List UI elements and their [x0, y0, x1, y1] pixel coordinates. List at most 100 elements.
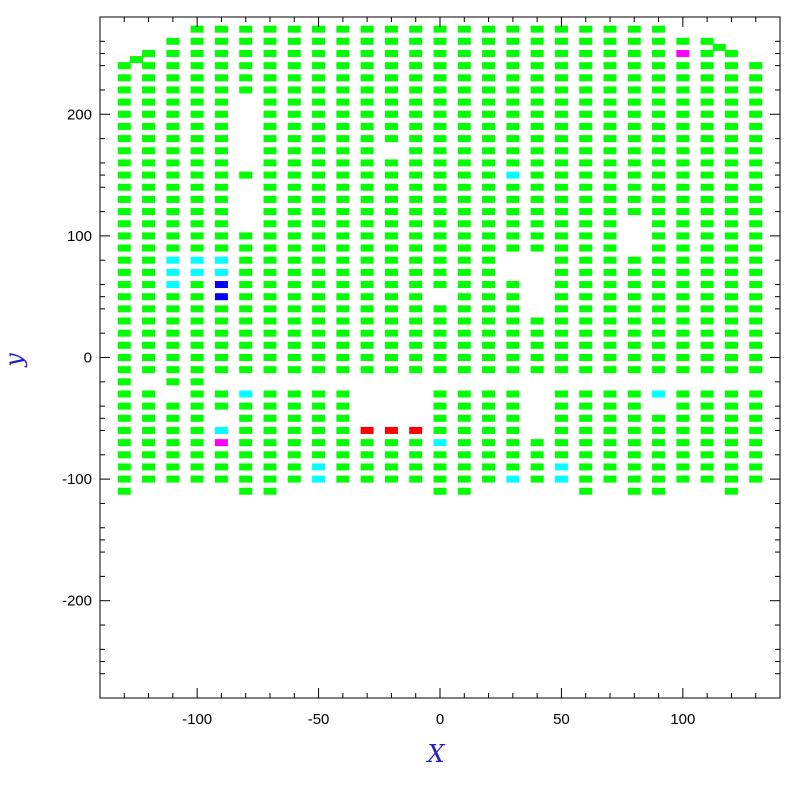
data-point-green [142, 439, 156, 447]
data-point-green [652, 414, 666, 422]
data-point-green [190, 147, 204, 155]
data-point-green [117, 74, 131, 82]
data-point-green [554, 293, 568, 301]
data-point-green [627, 256, 641, 264]
data-point-green [409, 183, 423, 191]
data-point-magenta [214, 439, 228, 447]
data-point-green [214, 159, 228, 167]
data-point-green [749, 62, 763, 70]
data-point-green [482, 341, 496, 349]
data-point-green [530, 110, 544, 118]
data-point-green [312, 171, 326, 179]
data-point-green [384, 232, 398, 240]
data-point-green [506, 208, 520, 216]
data-point-green [263, 390, 277, 398]
data-point-green [724, 463, 738, 471]
data-point-green [214, 329, 228, 337]
data-point-green [603, 268, 617, 276]
data-point-green [506, 354, 520, 361]
data-point-green [433, 268, 447, 276]
data-point-green [457, 220, 471, 228]
data-point-green [287, 402, 301, 410]
data-point-green [190, 378, 204, 386]
data-point-green [239, 354, 253, 361]
data-point-green [554, 122, 568, 130]
data-point-green [142, 390, 156, 398]
data-point-green [142, 159, 156, 167]
data-point-green [433, 98, 447, 106]
data-point-green [239, 463, 253, 471]
data-point-green [724, 183, 738, 191]
data-point-green [676, 463, 690, 471]
data-point-green [142, 463, 156, 471]
data-point-green [652, 147, 666, 155]
data-point-green [700, 354, 714, 361]
data-point-green [287, 475, 301, 483]
data-point-green [433, 195, 447, 203]
data-point-green [214, 147, 228, 155]
data-point-green [554, 208, 568, 216]
data-point-green [384, 341, 398, 349]
data-point-green [117, 62, 131, 70]
data-point-green [409, 439, 423, 447]
data-point-green [117, 86, 131, 94]
data-point-green [190, 305, 204, 313]
data-point-green [190, 341, 204, 349]
data-point-green [287, 317, 301, 325]
data-point-green [482, 135, 496, 143]
data-point-green [142, 122, 156, 130]
data-point-green [749, 451, 763, 459]
data-point-green [263, 439, 277, 447]
data-point-green [384, 183, 398, 191]
data-point-green [700, 122, 714, 130]
data-point-green [239, 37, 253, 45]
data-point-green [409, 98, 423, 106]
data-point-green [700, 74, 714, 82]
data-point-green [312, 354, 326, 361]
data-point-green [579, 281, 593, 289]
data-point-green [360, 281, 374, 289]
data-point-green [579, 86, 593, 94]
data-point-green [409, 366, 423, 374]
data-point-green [409, 110, 423, 118]
data-point-green [263, 305, 277, 313]
data-point-green [724, 341, 738, 349]
data-point-green [579, 463, 593, 471]
data-point-green [142, 281, 156, 289]
data-point-green [676, 402, 690, 410]
data-point-green [506, 341, 520, 349]
data-point-green [214, 171, 228, 179]
data-point-green [263, 135, 277, 143]
data-point-green [312, 62, 326, 70]
data-point-green [724, 366, 738, 374]
data-point-green [166, 232, 180, 240]
data-point-green [263, 49, 277, 57]
data-point-green [457, 341, 471, 349]
data-point-green [530, 86, 544, 94]
data-point-green [482, 293, 496, 301]
data-point-green [360, 98, 374, 106]
data-point-green [117, 354, 131, 361]
data-point-green [117, 147, 131, 155]
data-point-green [360, 74, 374, 82]
data-point-green [433, 256, 447, 264]
data-point-green [117, 463, 131, 471]
data-point-green [652, 354, 666, 361]
data-point-green [530, 220, 544, 228]
data-point-green [214, 305, 228, 313]
data-point-green [190, 317, 204, 325]
data-point-green [360, 305, 374, 313]
data-point-green [263, 220, 277, 228]
data-point-green [724, 329, 738, 337]
data-point-green [724, 354, 738, 361]
data-point-green [360, 329, 374, 337]
data-point-green [409, 232, 423, 240]
data-point-green [287, 341, 301, 349]
data-point-green [287, 195, 301, 203]
data-point-green [457, 317, 471, 325]
data-point-green [336, 475, 350, 483]
data-point-green [433, 183, 447, 191]
data-point-green [166, 147, 180, 155]
data-point-green [384, 122, 398, 130]
data-point-green [457, 439, 471, 447]
